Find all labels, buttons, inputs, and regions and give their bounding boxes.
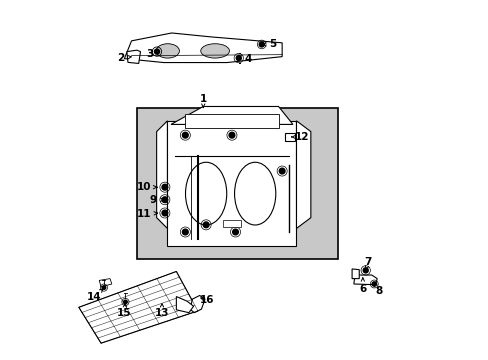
Polygon shape: [171, 107, 292, 125]
Text: 7: 7: [364, 257, 371, 270]
Text: 12: 12: [291, 132, 308, 142]
Text: 3: 3: [145, 49, 158, 59]
Text: 8: 8: [373, 283, 382, 296]
Polygon shape: [296, 121, 310, 228]
Text: 16: 16: [199, 295, 214, 305]
Polygon shape: [351, 269, 359, 279]
Circle shape: [182, 229, 188, 235]
Polygon shape: [126, 50, 140, 63]
Polygon shape: [353, 275, 376, 285]
Bar: [284, 133, 295, 140]
Text: 6: 6: [359, 278, 366, 294]
Ellipse shape: [234, 162, 275, 225]
Circle shape: [279, 168, 285, 174]
Polygon shape: [156, 121, 167, 228]
Text: 10: 10: [137, 182, 157, 192]
Circle shape: [162, 184, 167, 190]
Circle shape: [162, 210, 167, 216]
Bar: [223, 220, 241, 226]
Polygon shape: [79, 271, 198, 343]
Ellipse shape: [156, 44, 179, 58]
Circle shape: [203, 222, 208, 228]
Circle shape: [371, 282, 376, 286]
Polygon shape: [190, 296, 204, 313]
Bar: [137, 108, 337, 259]
Text: 4: 4: [238, 54, 251, 64]
Circle shape: [228, 132, 234, 138]
Text: 9: 9: [149, 195, 163, 205]
Ellipse shape: [201, 44, 229, 58]
Text: 13: 13: [155, 304, 169, 318]
Circle shape: [123, 300, 127, 304]
Polygon shape: [124, 33, 282, 63]
Ellipse shape: [185, 162, 226, 225]
Circle shape: [154, 49, 159, 54]
Text: 15: 15: [117, 304, 131, 318]
Circle shape: [259, 42, 264, 47]
Text: 2: 2: [117, 53, 131, 63]
Circle shape: [236, 55, 241, 60]
Polygon shape: [99, 279, 112, 287]
Polygon shape: [176, 297, 193, 313]
Circle shape: [363, 268, 367, 273]
Text: 5: 5: [262, 40, 276, 49]
Circle shape: [232, 229, 238, 235]
Bar: [167, 121, 296, 246]
Circle shape: [162, 197, 167, 203]
Text: 1: 1: [199, 94, 206, 107]
Text: 11: 11: [137, 209, 157, 219]
Circle shape: [182, 132, 188, 138]
Circle shape: [102, 286, 105, 289]
Text: 14: 14: [86, 289, 103, 302]
Polygon shape: [185, 114, 278, 128]
